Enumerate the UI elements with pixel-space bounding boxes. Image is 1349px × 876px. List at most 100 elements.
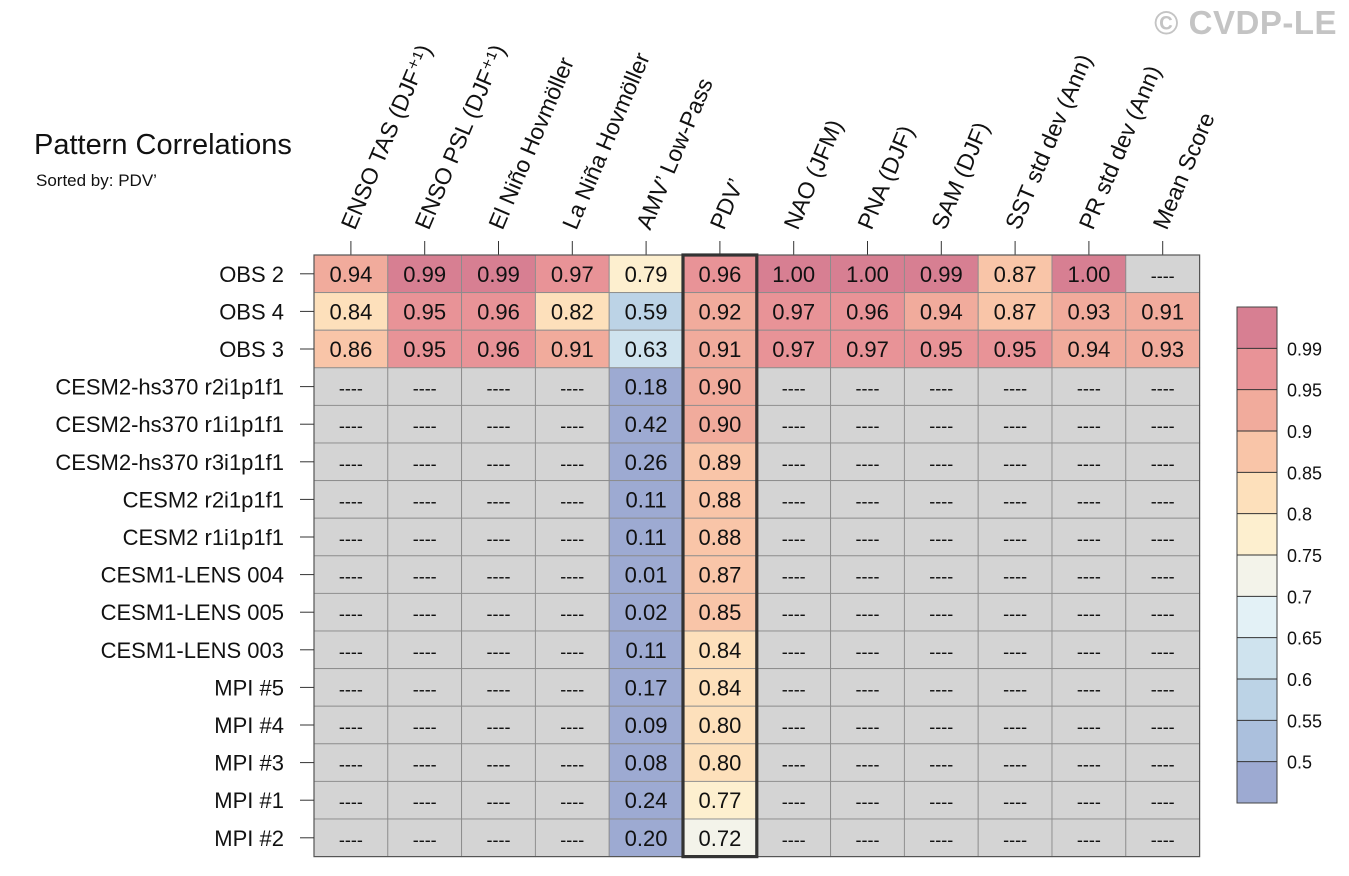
heatmap-cell	[461, 517, 536, 557]
cell-value-label: 0.94	[329, 262, 372, 287]
cell-value-label: 0.08	[625, 751, 668, 776]
heatmap-cell	[756, 818, 832, 858]
cell-value-label: 0.87	[994, 299, 1037, 324]
cell-value-label: 0.94	[920, 299, 963, 324]
cell-value-label: ----	[782, 379, 806, 399]
heatmap-cell	[977, 404, 1053, 444]
heatmap-cell	[903, 517, 979, 557]
heatmap-cell	[1051, 555, 1127, 594]
sorted-column-outline	[681, 253, 759, 859]
cell-value-label: 0.96	[477, 337, 520, 362]
row-label: MPI #4	[214, 713, 284, 738]
heatmap-cell	[756, 292, 832, 331]
cell-value-label: 0.95	[403, 337, 446, 362]
cell-value-label: ----	[856, 567, 880, 587]
cell-value-label: ----	[929, 529, 953, 549]
heatmap-cell	[1051, 780, 1127, 820]
heatmap-cell	[1051, 292, 1127, 331]
heatmap-cell	[830, 254, 905, 294]
cell-value-label: 0.91	[698, 337, 741, 362]
row-label: CESM2-hs370 r3i1p1f1	[55, 450, 284, 475]
cell-value-label: ----	[560, 679, 584, 699]
heatmap-cell	[756, 743, 832, 782]
heatmap-cell	[756, 630, 832, 670]
heatmap-cell	[977, 480, 1053, 519]
cell-value-label: 0.17	[625, 675, 668, 700]
cell-value-label: ----	[856, 379, 880, 399]
cell-value-label: ----	[1151, 604, 1175, 624]
heatmap-cell	[1125, 592, 1201, 632]
heatmap-cell	[608, 630, 684, 670]
cell-value-label: ----	[782, 491, 806, 511]
cell-value-label: ----	[1151, 491, 1175, 511]
cell-value-label: ----	[560, 491, 584, 511]
cell-value-label: ----	[413, 604, 437, 624]
cell-value-label: ----	[929, 679, 953, 699]
heatmap-cell	[903, 329, 979, 369]
cell-value-label: ----	[413, 529, 437, 549]
cell-value-label: 0.89	[698, 450, 741, 475]
heatmap-cell	[1051, 705, 1127, 745]
cell-value-label: ----	[1003, 830, 1027, 850]
heatmap-cell	[461, 705, 536, 745]
heatmap-cell	[1125, 254, 1201, 294]
heatmap-cell	[461, 668, 536, 707]
heatmap-cell	[608, 668, 684, 707]
heatmap-cell	[461, 292, 536, 331]
cell-value-label: ----	[487, 416, 511, 436]
column-label: PR std dev (Ann)	[1074, 62, 1166, 233]
heatmap-cell	[534, 367, 610, 406]
cell-value-label: 0.02	[625, 600, 668, 625]
heatmap-cell	[313, 517, 389, 557]
heatmap-cell	[534, 329, 610, 369]
heatmap-cell	[903, 367, 979, 406]
column-label: AMV’ Low-Pass	[631, 74, 718, 233]
row-label: CESM2 r1i1p1f1	[123, 525, 284, 550]
row-label: OBS 2	[219, 262, 284, 287]
heatmap-cell	[830, 818, 905, 858]
cell-value-label: ----	[1077, 491, 1101, 511]
heatmap-cell	[977, 292, 1053, 331]
cell-value-label: ----	[1151, 416, 1175, 436]
row-label: MPI #3	[214, 751, 284, 776]
colorbar-tick-label: 0.7	[1287, 587, 1312, 607]
cell-value-label: ----	[856, 679, 880, 699]
row-label: OBS 4	[219, 299, 284, 324]
cell-value-label: ----	[487, 717, 511, 737]
heatmap-cell	[387, 292, 463, 331]
cell-value-label: 0.59	[625, 299, 668, 324]
heatmap-cell	[977, 329, 1053, 369]
cell-value-label: 0.91	[1141, 299, 1184, 324]
cell-value-label: ----	[1077, 567, 1101, 587]
row-labels: OBS 2 OBS 4 OBS 3 CESM2-hs370 r2i1p1f1 CESM2…	[55, 262, 314, 851]
heatmap-cell	[461, 442, 536, 482]
cell-value-label: ----	[339, 491, 363, 511]
cell-value-label: ----	[1077, 717, 1101, 737]
cell-value-label: ----	[560, 529, 584, 549]
heatmap-cell	[830, 329, 905, 369]
cell-value-label: ----	[560, 830, 584, 850]
cell-value-label: ----	[487, 379, 511, 399]
colorbar-bin	[1237, 472, 1277, 514]
cell-value-label: 0.86	[329, 337, 372, 362]
cell-value-label: ----	[782, 755, 806, 775]
cell-value-label: ----	[929, 792, 953, 812]
cell-value-label: ----	[1003, 642, 1027, 662]
cell-value-label: ----	[413, 416, 437, 436]
cell-value-label: 0.82	[551, 299, 594, 324]
cell-value-label: ----	[782, 679, 806, 699]
cell-value-label: ----	[1003, 567, 1027, 587]
cell-value-label: ----	[1077, 679, 1101, 699]
cell-value-label: ----	[560, 604, 584, 624]
cell-value-label: 0.88	[698, 487, 741, 512]
cell-value-label: 0.72	[698, 826, 741, 851]
colorbar-bin	[1237, 307, 1277, 349]
heatmap-cell	[830, 743, 905, 782]
colorbar-bin	[1237, 720, 1277, 762]
cell-value-label: ----	[1151, 529, 1175, 549]
cell-value-label: 0.85	[698, 600, 741, 625]
cell-value-label: ----	[782, 567, 806, 587]
cell-value-label: ----	[1151, 792, 1175, 812]
heatmap-cell	[682, 480, 758, 519]
heatmap-cell	[387, 592, 463, 632]
